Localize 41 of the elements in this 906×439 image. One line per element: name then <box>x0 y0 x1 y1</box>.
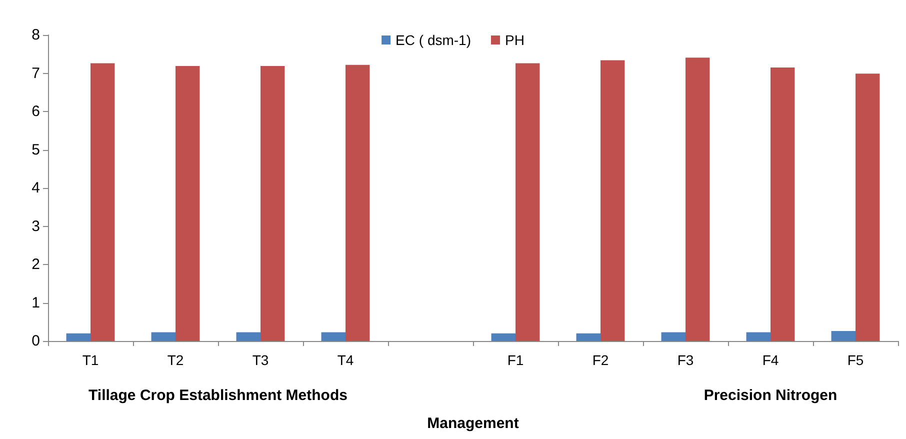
y-tick-label: 4 <box>32 180 40 196</box>
bar <box>746 332 770 341</box>
x-tick-label: F1 <box>507 352 524 368</box>
y-tick-label: 2 <box>32 256 40 273</box>
bar <box>90 63 115 341</box>
legend-label: EC ( dsm-1) <box>396 32 472 48</box>
x-tick-label: F2 <box>592 352 609 368</box>
y-tick-label: 5 <box>32 141 40 158</box>
x-tick-label: T3 <box>252 352 269 368</box>
legend-label: PH <box>505 32 524 48</box>
bar <box>346 64 370 341</box>
x-tick-label: F5 <box>847 352 864 368</box>
y-tick-label: 6 <box>32 103 40 120</box>
bar <box>151 332 176 341</box>
bar <box>66 333 90 341</box>
y-tick-label: 0 <box>32 332 40 350</box>
y-tick-label: 8 <box>32 26 40 44</box>
x-tick-label: T4 <box>337 352 354 368</box>
text: Tillage Crop Establishment Methods <box>88 387 348 404</box>
bar <box>236 332 260 341</box>
bar <box>176 66 200 341</box>
bar <box>856 74 880 341</box>
x-tick-label: T2 <box>167 352 184 368</box>
bar <box>576 333 600 341</box>
x-tick-label: F4 <box>762 352 779 368</box>
bar <box>321 332 346 341</box>
y-tick-label: 3 <box>32 218 40 235</box>
bar <box>831 331 856 341</box>
bar <box>491 333 516 341</box>
x-axis-title: Management <box>427 415 519 432</box>
y-tick-label: 1 <box>32 294 40 312</box>
bar <box>770 68 795 341</box>
bar <box>686 58 710 341</box>
x-tick-label: F3 <box>677 352 694 368</box>
bar <box>600 60 625 341</box>
text: Precision Nitrogen <box>704 387 838 404</box>
y-tick-label: 7 <box>32 64 40 82</box>
x-tick-label: T1 <box>82 352 99 368</box>
bar <box>661 332 686 341</box>
bar <box>260 66 285 341</box>
bar <box>516 63 540 341</box>
